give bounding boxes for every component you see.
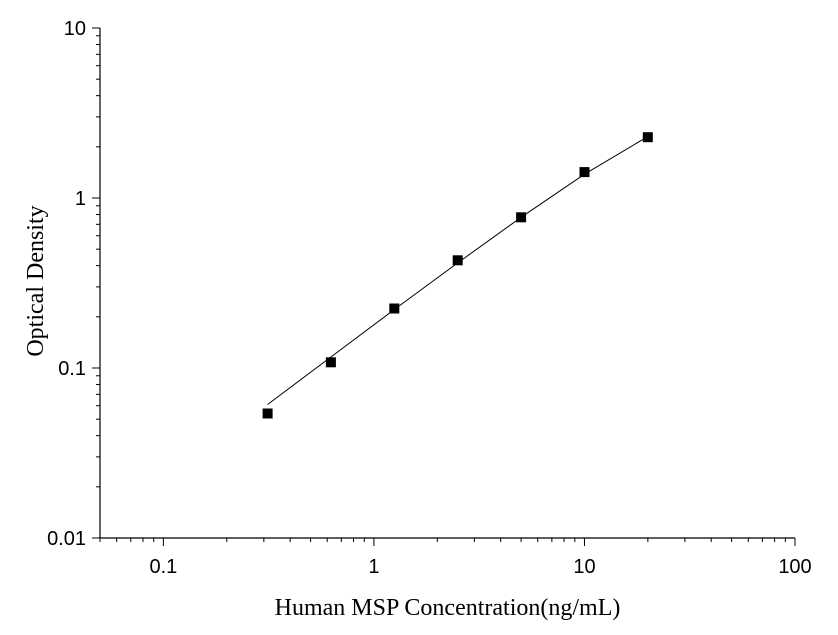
- data-point: [516, 212, 527, 223]
- data-points: [262, 132, 653, 419]
- x-axis-title: Human MSP Concentration(ng/mL): [275, 595, 621, 621]
- x-tick-label: 0.1: [149, 556, 177, 578]
- axes: [99, 28, 795, 539]
- data-point: [642, 132, 653, 143]
- data-point: [452, 255, 463, 266]
- y-axis-title: Optical Density: [23, 205, 49, 356]
- x-tick-label: 100: [778, 556, 811, 578]
- y-tick-label: 10: [64, 18, 86, 40]
- data-point: [389, 303, 400, 314]
- y-tick-label: 0.01: [47, 528, 86, 550]
- x-tick-label: 10: [573, 556, 595, 578]
- data-point: [262, 408, 273, 419]
- y-tick-label: 0.1: [58, 358, 86, 380]
- data-point: [325, 357, 336, 368]
- data-point: [579, 167, 590, 178]
- fit-line: [267, 136, 649, 405]
- y-tick-label: 1: [75, 188, 86, 210]
- fit-line-layer: [267, 136, 649, 405]
- ticks: 0.1 1 10 100 0.01 0.1 1 10: [47, 18, 812, 578]
- x-tick-label: 1: [368, 556, 379, 578]
